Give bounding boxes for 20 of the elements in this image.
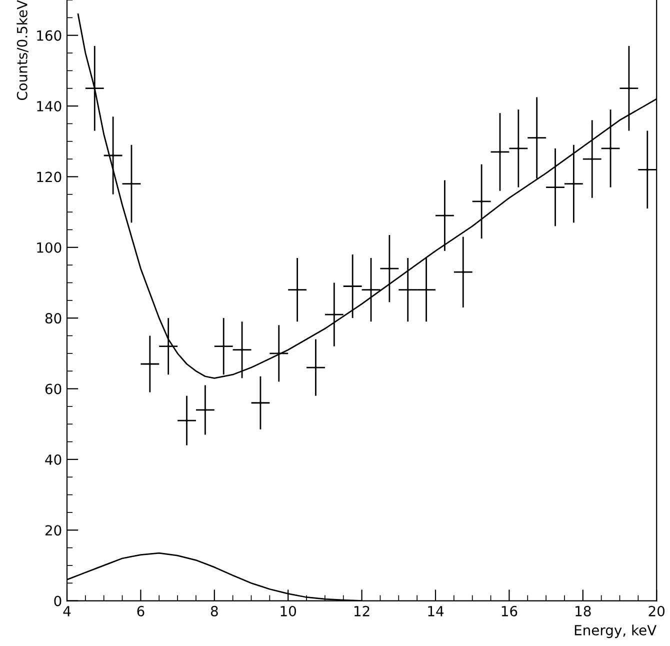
y-tick-label: 20 <box>45 525 62 536</box>
x-tick-label: 20 <box>648 606 665 616</box>
x-axis-title: Energy, keV <box>574 624 656 638</box>
x-tick-label: 8 <box>210 606 218 616</box>
y-tick-label: 40 <box>45 454 62 465</box>
x-tick-label: 4 <box>63 606 71 616</box>
x-tick-label: 12 <box>354 606 370 616</box>
x-tick-label: 16 <box>502 606 518 616</box>
x-tick-label: 6 <box>137 606 144 616</box>
x-tick-label: 14 <box>428 606 444 616</box>
y-axis-title: Counts/0.5keV <box>16 0 28 100</box>
x-tick-label: 10 <box>280 606 296 616</box>
y-tick-label: 100 <box>37 242 62 253</box>
y-tick-label: 140 <box>37 100 62 112</box>
y-tick-label: 0 <box>54 596 62 606</box>
y-tick-label: 80 <box>45 313 62 324</box>
y-tick-label: 120 <box>37 172 62 182</box>
y-tick-label: 160 <box>37 30 62 41</box>
x-tick-label: 18 <box>576 606 591 616</box>
y-tick-label: 60 <box>45 384 62 394</box>
